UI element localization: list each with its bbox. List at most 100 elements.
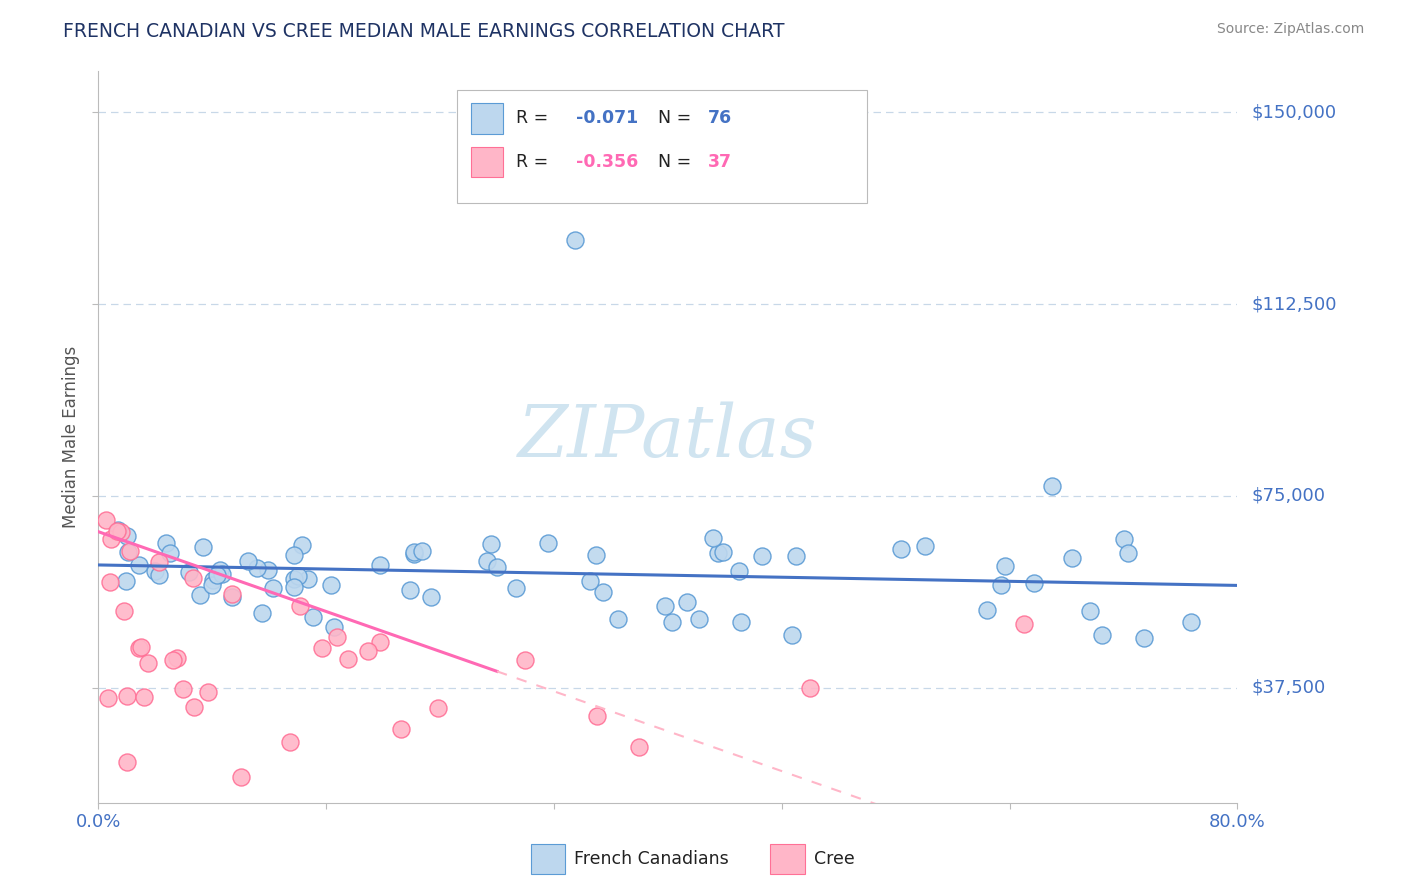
Text: French Canadians: French Canadians [575, 850, 730, 868]
Point [707, 545, 730, 559]
Point [368, 558, 391, 572]
FancyBboxPatch shape [471, 146, 503, 178]
Point [98, 574, 121, 589]
Point [105, 524, 128, 538]
Point [914, 539, 936, 553]
Point [780, 628, 803, 642]
Point [336, 652, 359, 666]
Point [107, 523, 129, 537]
Point [183, 700, 205, 714]
Point [283, 573, 305, 587]
Point [1180, 615, 1202, 629]
Point [159, 546, 181, 560]
Text: Source: ZipAtlas.com: Source: ZipAtlas.com [1216, 22, 1364, 37]
Point [280, 735, 302, 749]
Point [136, 656, 159, 670]
Point [702, 531, 724, 545]
Point [326, 631, 349, 645]
Point [205, 568, 228, 582]
Point [115, 755, 138, 769]
Text: -0.356: -0.356 [575, 153, 638, 171]
FancyBboxPatch shape [531, 845, 565, 874]
Point [96, 513, 118, 527]
Point [785, 549, 807, 564]
Point [585, 548, 607, 562]
Point [1112, 533, 1135, 547]
Point [1091, 627, 1114, 641]
Point [246, 561, 269, 575]
Point [389, 722, 412, 736]
Y-axis label: Median Male Earnings: Median Male Earnings [62, 346, 80, 528]
Point [399, 583, 422, 598]
Point [221, 587, 243, 601]
Point [564, 233, 586, 247]
Point [197, 684, 219, 698]
Point [288, 599, 311, 614]
Point [115, 529, 138, 543]
Point [579, 574, 602, 588]
Point [890, 542, 912, 557]
Point [162, 653, 184, 667]
Point [134, 690, 156, 705]
Point [201, 573, 224, 587]
Point [319, 578, 342, 592]
Point [688, 612, 710, 626]
Point [486, 559, 509, 574]
Point [236, 554, 259, 568]
Point [675, 595, 697, 609]
Point [115, 689, 138, 703]
Point [120, 543, 142, 558]
Point [1040, 478, 1063, 492]
Point [208, 563, 231, 577]
FancyBboxPatch shape [471, 103, 503, 134]
Point [404, 548, 426, 562]
Point [661, 615, 683, 629]
FancyBboxPatch shape [457, 90, 868, 203]
Point [181, 571, 204, 585]
Point [799, 681, 821, 695]
Point [751, 549, 773, 564]
Point [283, 580, 305, 594]
Point [1116, 546, 1139, 560]
Point [297, 572, 319, 586]
Text: ZIPatlas: ZIPatlas [517, 401, 818, 473]
Point [257, 564, 280, 578]
Point [128, 558, 150, 573]
Point [994, 558, 1017, 573]
Point [250, 607, 273, 621]
Point [128, 640, 150, 655]
Point [537, 536, 560, 550]
Point [177, 565, 200, 579]
Point [97, 691, 120, 706]
Text: $75,000: $75,000 [1251, 487, 1326, 505]
Point [262, 581, 284, 595]
Point [404, 545, 426, 559]
Point [606, 612, 628, 626]
FancyBboxPatch shape [770, 845, 804, 874]
Point [112, 604, 135, 618]
Point [322, 620, 344, 634]
Point [1012, 616, 1035, 631]
Point [1132, 632, 1154, 646]
Text: 37: 37 [707, 153, 731, 171]
Point [117, 545, 139, 559]
Point [148, 555, 170, 569]
Point [515, 652, 537, 666]
Point [155, 535, 177, 549]
Point [1062, 550, 1084, 565]
Point [301, 610, 323, 624]
Point [129, 640, 152, 654]
Point [172, 682, 194, 697]
Point [291, 538, 314, 552]
Point [1078, 604, 1101, 618]
Point [221, 590, 243, 604]
Point [976, 603, 998, 617]
Point [148, 567, 170, 582]
Text: FRENCH CANADIAN VS CREE MEDIAN MALE EARNINGS CORRELATION CHART: FRENCH CANADIAN VS CREE MEDIAN MALE EARN… [63, 22, 785, 41]
Text: R =: R = [516, 153, 554, 171]
Point [166, 651, 188, 665]
Point [229, 770, 252, 784]
Point [475, 554, 498, 568]
Point [990, 577, 1012, 591]
Text: N =: N = [647, 153, 697, 171]
